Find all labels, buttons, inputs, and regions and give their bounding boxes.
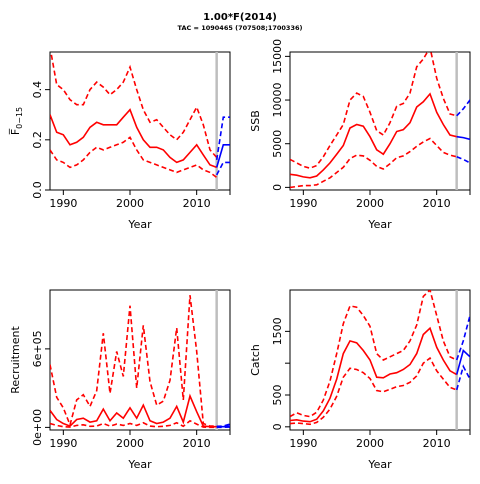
series-projection-upper-f: [217, 117, 237, 160]
series-upper-recruitment: [50, 295, 217, 426]
y-tick-label-catch-3: 1500: [271, 317, 284, 345]
y-tick-label-catch-1: 500: [271, 385, 284, 406]
panels-group: 1990 2000 2010 0.0 0.2 0.4 Year F̅0−15 1990 2000 2…: [9, 39, 477, 471]
x-tick-label-f-2010: 2010: [183, 197, 211, 210]
x-axis-label-recruitment: Year: [127, 458, 152, 471]
y-axis-label-f: F̅0−15: [9, 107, 24, 135]
series-upper-ssb: [290, 48, 457, 169]
series-projection-upper-ssb: [457, 83, 477, 116]
y-tick-label-recruitment-0: 0e+00: [31, 409, 44, 446]
x-tick-label-ssb-1990: 1990: [289, 197, 317, 210]
panel-catch: 1990 2000 2010 0 500 1500 Year Catch: [249, 290, 477, 471]
figure-title: 1.00*F(2014): [203, 12, 277, 23]
series-projection-lower-catch: [457, 366, 477, 391]
y-tick-label-catch-0: 0: [271, 423, 284, 430]
y-tick-label-ssb-3: 15000: [271, 39, 284, 74]
series-projection-f: [217, 145, 237, 168]
series-projection-catch: [457, 351, 477, 375]
series-projection-lower-ssb: [457, 157, 477, 173]
axes-box-f: [50, 52, 230, 190]
y-tick-label-f-0: 0.0: [31, 181, 44, 199]
y-tick-label-f-1: 0.2: [31, 131, 44, 149]
y-axis-label-ssb: SSB: [249, 110, 262, 132]
y-tick-label-recruitment-1: 6e+05: [31, 330, 44, 367]
y-axis-label-recruitment: Recruitment: [9, 326, 22, 394]
series-projection-upper-catch: [457, 293, 477, 360]
panel-ssb: 1990 2000 2010 0 5000 10000 15000 Year SSB: [249, 39, 477, 231]
x-tick-label-catch-2000: 2000: [356, 437, 384, 450]
series-lower-ssb: [290, 139, 457, 188]
axes-box-ssb: [290, 52, 470, 190]
y-axis-label-subscript: 0−15: [15, 107, 24, 129]
series-upper-catch: [290, 290, 457, 417]
series-estimate-ssb: [290, 94, 457, 178]
y-tick-label-ssb-2: 10000: [271, 83, 284, 118]
series-upper-f: [50, 47, 217, 157]
y-tick-label-f-2: 0.4: [31, 81, 44, 99]
x-axis-label-ssb: Year: [367, 218, 392, 231]
x-tick-label-recruitment-1990: 1990: [49, 437, 77, 450]
x-tick-label-f-1990: 1990: [49, 197, 77, 210]
series-projection-upper-recruitment: [217, 424, 237, 427]
x-tick-label-ssb-2010: 2010: [423, 197, 451, 210]
x-tick-label-recruitment-2010: 2010: [183, 437, 211, 450]
x-axis-label-f: Year: [127, 218, 152, 231]
series-projection-ssb: [457, 137, 477, 144]
x-tick-label-catch-2010: 2010: [423, 437, 451, 450]
x-tick-label-f-2000: 2000: [116, 197, 144, 210]
panel-recruitment: 1990 2000 2010 0e+00 6e+05 Year Recruitment: [9, 290, 237, 471]
series-projection-lower-f: [217, 162, 237, 175]
y-tick-label-ssb-0: 0: [271, 184, 284, 191]
series-estimate-f: [50, 110, 217, 168]
figure-subtitle: TAC = 1090465 (707508;1700336): [178, 24, 303, 32]
x-tick-label-ssb-2000: 2000: [356, 197, 384, 210]
y-tick-label-ssb-1: 5000: [271, 130, 284, 158]
y-axis-label-catch: Catch: [249, 344, 262, 376]
x-tick-label-catch-1990: 1990: [289, 437, 317, 450]
x-axis-label-catch: Year: [367, 458, 392, 471]
panel-f: 1990 2000 2010 0.0 0.2 0.4 Year F̅0−15: [9, 47, 237, 231]
x-tick-label-recruitment-2000: 2000: [116, 437, 144, 450]
series-estimate-recruitment: [50, 396, 217, 427]
